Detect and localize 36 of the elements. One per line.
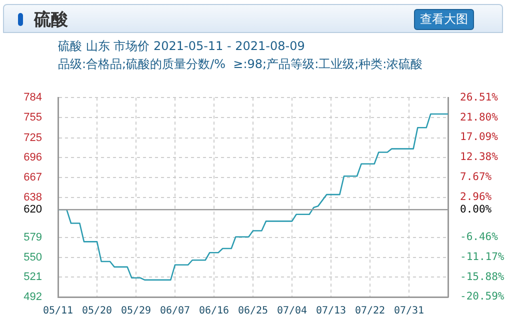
y-tick-label: 638 <box>24 191 42 204</box>
y-tick-label: 492 <box>24 291 42 304</box>
x-tick-label: 07/13 <box>316 306 346 317</box>
text: 查看大图 <box>414 9 474 30</box>
y-tick-label: 521 <box>24 271 42 284</box>
chart-title: 硫酸 <box>34 9 68 31</box>
y-tick-label: 784 <box>24 92 42 104</box>
y2-tick-label: 7.67% <box>460 171 492 184</box>
y2-tick-label: -6.46% <box>460 230 499 243</box>
x-tick-label: 06/25 <box>238 306 268 317</box>
y2-tick-label: 12.38% <box>460 151 499 164</box>
y-tick-label: 755 <box>24 111 42 124</box>
x-tick-label: 05/20 <box>82 306 112 317</box>
x-tick-label: 06/07 <box>160 306 190 317</box>
text: 品级:合格品;硫酸的质量分数/% ≥:98;产品等级:工业级;种类:浓硫酸 <box>58 56 423 73</box>
y2-tick-label: 17.09% <box>460 131 499 144</box>
x-tick-label: 05/11 <box>42 306 74 317</box>
x-tick-label: 07/04 <box>276 306 308 317</box>
chart-subtitle: 硫酸 山东 市场价 2021-05-11 - 2021-08-09 <box>58 38 305 55</box>
y2-tick-label: -11.17% <box>460 250 505 263</box>
y-tick-label: 667 <box>24 172 42 184</box>
y2-tick-label: 0.00% <box>460 204 492 216</box>
y-tick-label: 696 <box>24 152 42 164</box>
y-tick-label: 620 <box>24 204 42 216</box>
y2-tick-label: -20.59% <box>460 290 505 303</box>
x-tick-label: 07/31 <box>394 306 424 317</box>
x-tick-label: 06/16 <box>198 306 230 317</box>
y2-tick-label: 21.80% <box>460 111 499 124</box>
x-tick-label: 05/29 <box>120 306 152 317</box>
y2-tick-label: 26.51% <box>460 91 499 104</box>
y-tick-label: 579 <box>24 232 42 244</box>
y-tick-label: 725 <box>24 132 42 144</box>
y-tick-label: 550 <box>24 251 42 264</box>
y2-tick-label: 2.96% <box>460 191 492 204</box>
y2-tick-label: -15.88% <box>460 270 505 283</box>
x-tick-label: 07/22 <box>354 306 386 317</box>
